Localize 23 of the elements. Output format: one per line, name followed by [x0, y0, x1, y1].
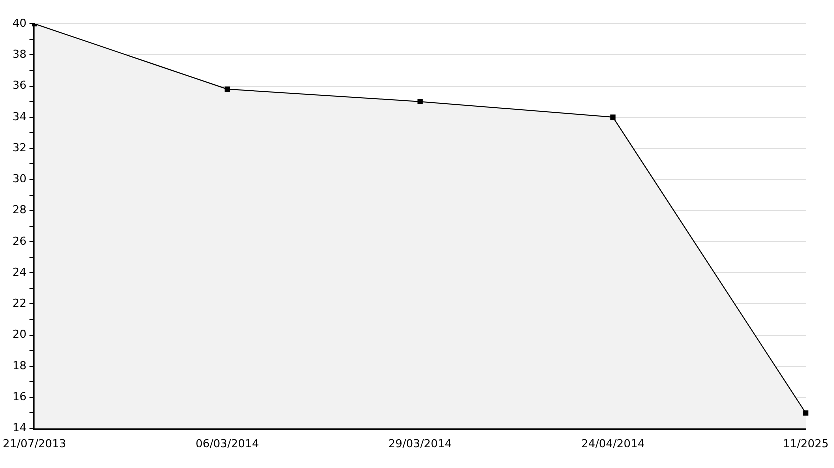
x-tick-label: 11/2025 [783, 437, 829, 450]
x-tick-label: 21/07/2013 [2, 437, 66, 450]
y-tick-label: 38 [12, 48, 27, 61]
x-tick-label: 06/03/2014 [196, 437, 260, 450]
y-tick-label: 24 [12, 266, 27, 279]
y-tick-label: 20 [12, 328, 27, 342]
y-tick-label: 28 [12, 204, 27, 217]
y-tick-label: 34 [12, 110, 27, 124]
point [418, 99, 423, 104]
y-tick-label: 32 [12, 141, 27, 154]
point [610, 114, 616, 120]
y-tick-label: 16 [12, 390, 27, 404]
y-tick-label: 36 [12, 79, 27, 92]
point [803, 410, 809, 416]
point [224, 86, 230, 92]
y-tick-label: 26 [12, 234, 27, 248]
x-tick-label: 24/04/2014 [581, 437, 645, 450]
y-tick-label: 30 [12, 172, 27, 186]
y-tick-label: 14 [12, 422, 27, 435]
x-tick-label: 29/03/2014 [388, 437, 452, 450]
y-tick-label: 22 [12, 297, 27, 310]
y-tick-label: 40 [12, 16, 27, 30]
y-tick-label: 18 [12, 359, 27, 372]
